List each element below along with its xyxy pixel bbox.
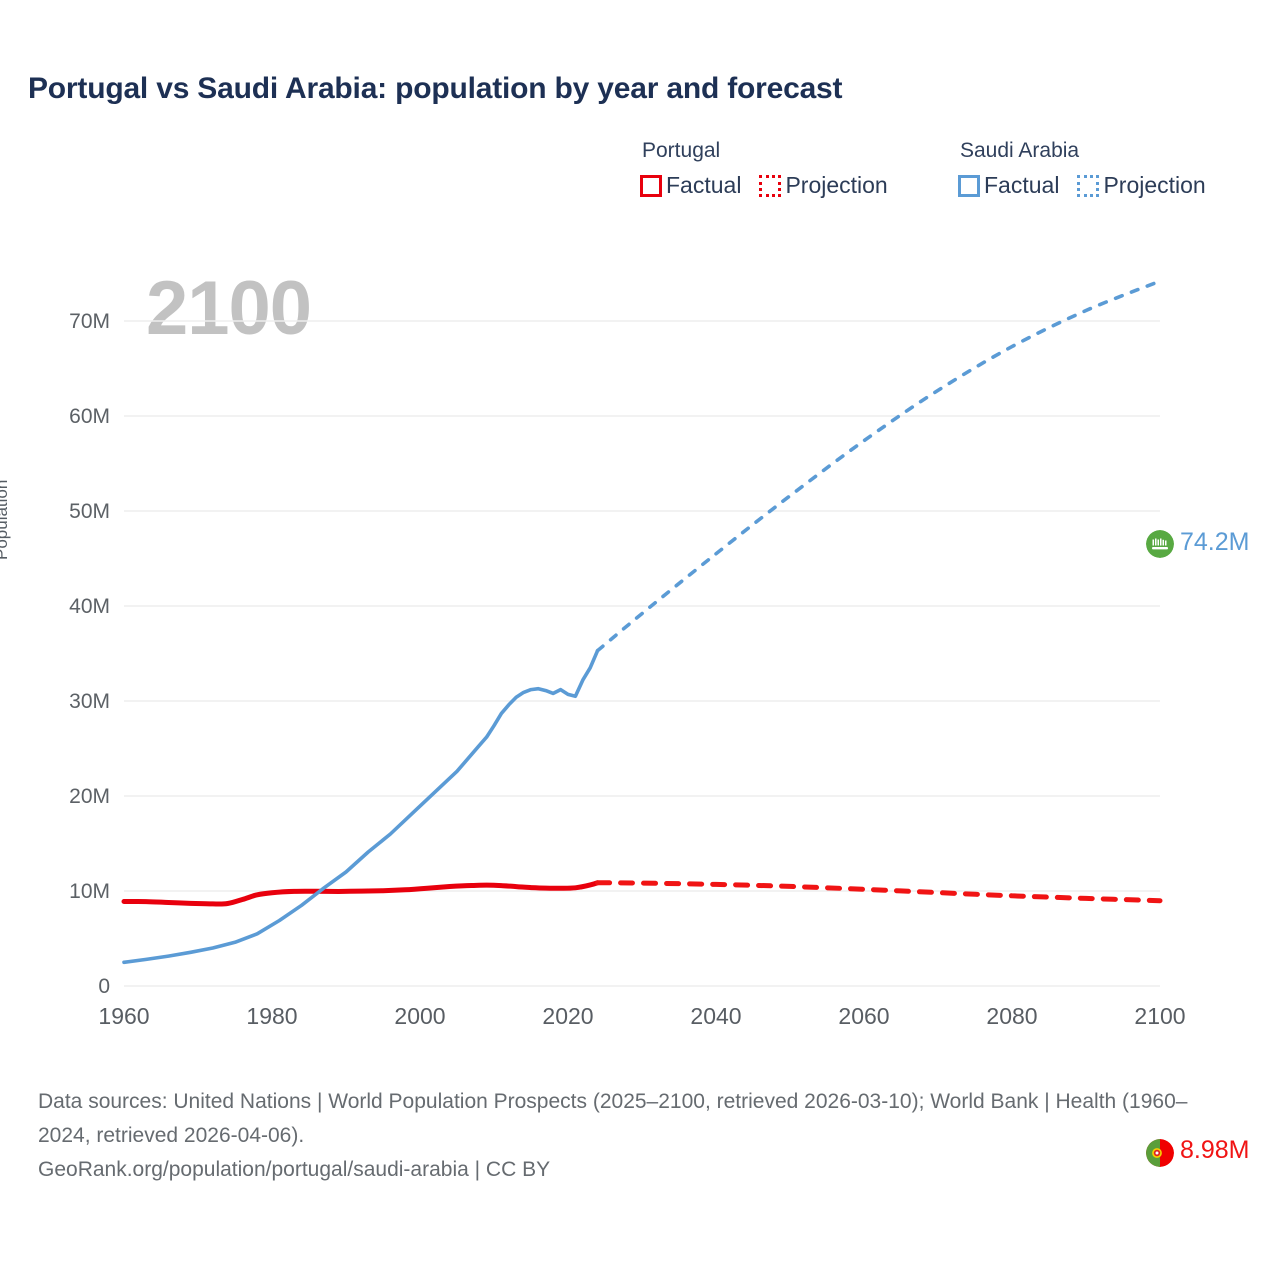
- x-tick: 2020: [542, 1003, 594, 1029]
- legend-group-saudi-arabia: Saudi Arabia Factual Projection: [958, 140, 1206, 199]
- x-tick: 2100: [1134, 1003, 1186, 1029]
- x-tick: 2040: [690, 1003, 742, 1029]
- portugal-end-value: 8.98M: [1180, 1136, 1250, 1164]
- x-tick: 1980: [246, 1003, 298, 1029]
- legend-item-saudi-projection[interactable]: Projection: [1077, 172, 1206, 199]
- legend-swatch-portugal-projection: [759, 174, 782, 197]
- series-paths: [121, 279, 1163, 965]
- gridlines: [124, 320, 1160, 987]
- footer-data-sources: Data sources: United Nations | World Pop…: [38, 1090, 1188, 1147]
- legend-swatch-saudi-factual: [958, 174, 980, 197]
- legend-item-saudi-factual[interactable]: Factual: [958, 172, 1059, 199]
- year-watermark: 2100: [146, 266, 312, 351]
- chart-legend: Portugal Factual Projection Saudi Arabia…: [640, 140, 1260, 220]
- y-tick: 10M: [69, 880, 110, 903]
- plot-svg: [121, 279, 1163, 987]
- y-tick: 70M: [69, 310, 110, 333]
- y-tick: 20M: [69, 785, 110, 808]
- legend-item-portugal-factual[interactable]: Factual: [640, 172, 741, 199]
- legend-country-saudi-arabia: Saudi Arabia: [960, 139, 1080, 162]
- y-tick: 60M: [69, 405, 110, 428]
- legend-item-portugal-projection[interactable]: Projection: [759, 172, 888, 199]
- x-tick: 2060: [838, 1003, 890, 1029]
- x-tick: 2080: [986, 1003, 1038, 1029]
- y-axis-ticks: 70M 60M 50M 40M 30M 20M 10M 0: [0, 255, 110, 1045]
- legend-label-portugal-projection: Projection: [785, 172, 888, 198]
- footer-attribution: GeoRank.org/population/portugal/saudi-ar…: [38, 1158, 551, 1181]
- page-title: Portugal vs Saudi Arabia: population by …: [28, 72, 843, 105]
- legend-label-saudi-projection: Projection: [1103, 172, 1206, 198]
- legend-group-portugal: Portugal Factual Projection: [640, 140, 888, 199]
- portugal-flag-icon: [1146, 1139, 1174, 1167]
- legend-swatch-portugal-factual: [640, 174, 662, 197]
- x-tick: 2000: [394, 1003, 446, 1029]
- saudi-projection-line: [595, 279, 1162, 653]
- x-tick: 1960: [98, 1003, 150, 1029]
- footer: Data sources: United Nations | World Pop…: [38, 1085, 1238, 1187]
- y-tick: 0: [98, 975, 110, 998]
- portugal-projection-line: [595, 880, 1163, 904]
- chart-area: 2100 Population 70M 60M 50M 40M 30M 20M …: [0, 255, 1280, 1167]
- saudi-end-value: 74.2M: [1180, 528, 1250, 556]
- y-tick: 40M: [69, 595, 110, 618]
- legend-swatch-saudi-projection: [1077, 174, 1100, 197]
- y-tick: 30M: [69, 690, 110, 713]
- portugal-factual-line: [121, 880, 601, 907]
- saudi-factual-line: [122, 648, 600, 965]
- legend-label-portugal-factual: Factual: [666, 172, 742, 198]
- y-tick: 50M: [69, 500, 110, 523]
- legend-country-portugal: Portugal: [642, 139, 721, 162]
- legend-label-saudi-factual: Factual: [984, 172, 1060, 198]
- saudi-arabia-flag-icon: [1146, 530, 1174, 558]
